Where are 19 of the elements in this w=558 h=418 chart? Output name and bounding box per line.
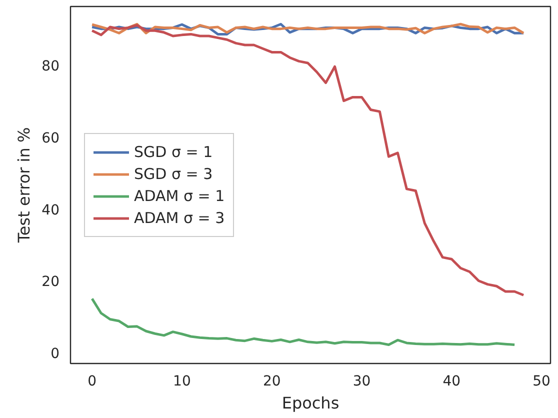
line-series	[90, 24, 525, 296]
y-tick-label: 60	[42, 130, 60, 146]
legend-label: ADAM σ = 3	[134, 208, 225, 226]
legend-label: SGD σ = 1	[134, 142, 213, 160]
x-tick-label: 20	[262, 374, 281, 390]
y-tick-label: 80	[42, 58, 60, 74]
y-tick-label: 40	[42, 202, 60, 218]
y-tick-label: 20	[42, 274, 60, 290]
y-axis-title: Test error in %	[14, 127, 34, 244]
legend-label: SGD σ = 3	[134, 164, 213, 182]
x-tick-label: 40	[442, 374, 461, 390]
x-tick-label: 50	[532, 374, 550, 390]
y-tick-label: 0	[50, 346, 60, 362]
line-series	[90, 297, 516, 346]
x-tick-label: 10	[173, 374, 191, 390]
legend-label: ADAM σ = 1	[134, 186, 225, 204]
x-tick-label: 30	[352, 374, 371, 390]
x-axis-title: Epochs	[282, 394, 340, 412]
x-tick-label: 0	[88, 374, 97, 390]
